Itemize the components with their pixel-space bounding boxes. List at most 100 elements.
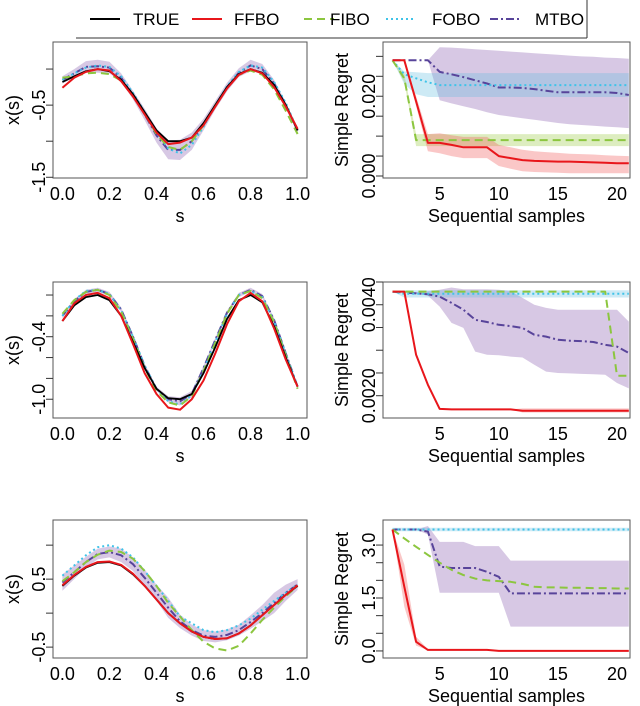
y-axis-label: Simple Regret — [332, 53, 352, 167]
x-tick-label: 10 — [489, 184, 509, 204]
series-line-fibo — [392, 290, 629, 377]
x-tick-label: 0.2 — [97, 424, 122, 444]
x-tick-label: 10 — [489, 664, 509, 684]
plot-area — [61, 59, 299, 161]
plot-area — [392, 287, 630, 413]
x-tick-label: 0.8 — [238, 184, 263, 204]
legend-label: FOBO — [432, 10, 480, 29]
x-tick-label: 20 — [607, 424, 627, 444]
panels: -1.5-0.50.0 0.2 0.4 0.6 0.8 1.0sx(s)0.0000.02… — [3, 41, 631, 706]
y-axis-label: x(s) — [3, 95, 23, 125]
panel-3: -1.0 -0.4 0.0 0.2 0.4 0.6 0.8 1.0 s x(s) — [3, 281, 310, 466]
plot-frame — [52, 41, 308, 179]
panel-6: 0.0 1.5 3.0 5 10 15 20 Sequential samples Simple… — [332, 519, 631, 706]
series-line-ffbo — [391, 529, 629, 652]
x-tick-label: 5 — [435, 184, 445, 204]
panel-1: -1.5 -0.5 0.0 0.2 0.4 0.6 0.8 1.0 s x(s) — [3, 41, 310, 226]
x-tick-label: 0.6 — [191, 184, 216, 204]
series-line-fobo — [391, 59, 629, 87]
x-tick-label: 0.0 — [50, 664, 75, 684]
y-tick-label: 1.5 — [359, 585, 379, 610]
series-line-ffbo — [392, 290, 629, 412]
x-tick-label: 0.2 — [97, 184, 122, 204]
y-tick-label: 0.0020 — [359, 368, 379, 423]
x-tick-label: 0.8 — [238, 424, 263, 444]
series-line-fobo — [61, 544, 299, 634]
x-tick-label: 15 — [548, 184, 568, 204]
plot-frame — [382, 519, 631, 659]
legend-entry-fibo: FIBO — [304, 10, 370, 29]
legend-label: FIBO — [330, 10, 370, 29]
x-tick-label: 0.0 — [50, 184, 75, 204]
x-tick-label: 1.0 — [285, 184, 310, 204]
series-line-mtbo — [392, 290, 630, 354]
band-mtbo — [62, 546, 298, 643]
x-tick-label: 1.0 — [285, 664, 310, 684]
y-axis-label: x(s) — [3, 335, 23, 365]
y-tick-label: -1.0 — [29, 384, 49, 415]
series-line-mtbo — [61, 64, 299, 151]
series-line-ffbo — [61, 560, 299, 640]
x-tick-label: 0.4 — [144, 424, 169, 444]
series-line-fibo — [62, 69, 299, 151]
x-tick-label: 0.6 — [191, 424, 216, 444]
x-tick-label: 0.2 — [97, 664, 122, 684]
x-tick-label: 0.4 — [144, 664, 169, 684]
legend-label: FFBO — [234, 10, 279, 29]
x-tick-label: 0.0 — [50, 424, 75, 444]
x-tick-label: 5 — [435, 664, 445, 684]
x-axis-label: Sequential samples — [428, 446, 585, 466]
series-line-ffbo — [61, 291, 299, 411]
y-tick-label: -0.5 — [29, 632, 49, 663]
x-tick-label: 20 — [607, 664, 627, 684]
y-tick-label: 0.020 — [359, 74, 379, 119]
series-line-ffbo — [392, 59, 629, 165]
plot-frame — [52, 281, 308, 419]
legend-entry-ffbo: FFBO — [192, 10, 279, 29]
panel-5: -0.5 0.5 0.0 0.2 0.4 0.6 0.8 1.0 s x(s) — [3, 519, 310, 706]
x-tick-label: 20 — [607, 184, 627, 204]
y-axis-label: Simple Regret — [332, 293, 352, 407]
x-axis-label: Sequential samples — [428, 686, 585, 706]
series-line-mtbo — [61, 288, 299, 403]
band-mtbo — [392, 526, 629, 627]
x-tick-label: 15 — [548, 664, 568, 684]
legend-label: TRUE — [133, 10, 179, 29]
y-tick-label: -0.5 — [29, 90, 49, 121]
panel-2: 0.000 0.020 5 10 15 20 Sequential samples Simpl… — [332, 41, 631, 226]
x-axis-label: s — [176, 686, 185, 706]
legend-label: MTBO — [535, 10, 584, 29]
legend: TRUE FFBO FIBO FOBO MTBO — [76, 0, 588, 39]
x-axis-label: Sequential samples — [428, 206, 585, 226]
band-mtbo — [62, 287, 298, 406]
plot-frame — [52, 519, 308, 659]
band-fobo — [392, 527, 629, 532]
y-tick-label: -0.4 — [29, 321, 49, 352]
band-mtbo — [392, 287, 629, 389]
legend-entry-mtbo: MTBO — [490, 10, 584, 29]
series-line-fobo — [61, 288, 299, 406]
plot-area — [391, 47, 629, 174]
y-tick-label: -1.5 — [29, 162, 49, 193]
y-tick-label: 3.0 — [359, 533, 379, 558]
y-axis-label: x(s) — [3, 574, 23, 604]
y-tick-label: 0.5 — [29, 567, 49, 592]
series-line-true — [62, 68, 299, 143]
y-tick-label: 0.000 — [359, 153, 379, 198]
plot-area — [391, 526, 629, 652]
y-tick-label: 0.0040 — [359, 277, 379, 332]
series-line-true — [61, 294, 299, 401]
band-fobo — [392, 60, 629, 97]
plot-area — [61, 544, 299, 652]
plot-frame — [382, 41, 631, 179]
series-line-mtbo — [392, 59, 629, 96]
x-tick-label: 5 — [435, 424, 445, 444]
legend-entry-fobo: FOBO — [386, 10, 480, 29]
legend-entry-true: TRUE — [90, 10, 179, 29]
x-tick-label: 0.8 — [238, 664, 263, 684]
series-line-fibo — [391, 528, 629, 590]
x-tick-label: 1.0 — [285, 424, 310, 444]
x-tick-label: 10 — [489, 424, 509, 444]
y-axis-label: Simple Regret — [332, 532, 352, 646]
